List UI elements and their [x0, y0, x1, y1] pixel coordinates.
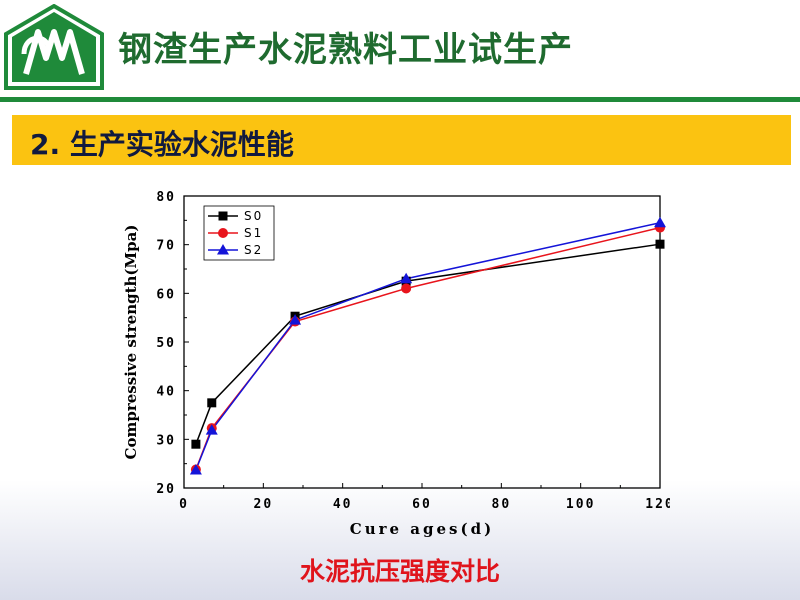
legend-label-s2: S2: [244, 243, 263, 257]
y-tick-label: 50: [156, 336, 176, 351]
title-divider: [0, 97, 800, 102]
section-heading: 2. 生产实验水泥性能: [30, 128, 294, 161]
data-point-s0: [191, 439, 201, 449]
y-axis-label: Compressive strength(Mpa): [122, 225, 140, 460]
data-point-s2: [189, 463, 202, 475]
x-tick-label: 20: [254, 497, 274, 512]
data-point-s2: [400, 272, 413, 284]
chart-legend: S0 S1 S2: [203, 205, 275, 261]
legend-label-s1: S1: [244, 226, 263, 240]
x-tick-label: 0: [179, 497, 189, 512]
data-point-s2: [205, 424, 218, 435]
legend-marker-s0: [218, 211, 228, 221]
y-tick-label: 70: [156, 239, 176, 254]
legend-marker-s2: [217, 244, 229, 255]
y-tick-label: 30: [156, 433, 176, 448]
x-axis-label: Cure ages(d): [350, 520, 494, 538]
y-tick-label: 60: [156, 287, 176, 302]
y-tick-label: 80: [156, 190, 176, 205]
chart-caption: 水泥抗压强度对比: [299, 557, 500, 586]
x-tick-label: 60: [412, 497, 432, 512]
data-point-s0: [655, 239, 665, 249]
legend-marker-s1: [218, 228, 228, 238]
data-point-s2: [289, 314, 302, 325]
data-point-s2: [654, 216, 666, 228]
data-point-s1: [401, 283, 412, 294]
x-tick-label: 80: [492, 497, 512, 512]
chart-series-markers: [189, 216, 666, 475]
company-logo: [4, 4, 104, 90]
y-tick-label: 40: [156, 385, 176, 400]
series-line-s1: [195, 226, 661, 470]
section-banner: 2. 生产实验水泥性能: [12, 115, 791, 165]
x-tick-label: 40: [333, 497, 353, 512]
x-tick-label: 100: [566, 497, 595, 512]
page-title: 钢渣生产水泥熟料工业试生产: [118, 30, 573, 70]
data-point-s0: [207, 398, 217, 408]
legend-label-s0: S0: [244, 209, 263, 223]
x-tick-label: 120: [645, 497, 670, 512]
chart-ticks: 02040608010012020304050607080: [156, 190, 670, 512]
y-tick-label: 20: [156, 482, 176, 497]
